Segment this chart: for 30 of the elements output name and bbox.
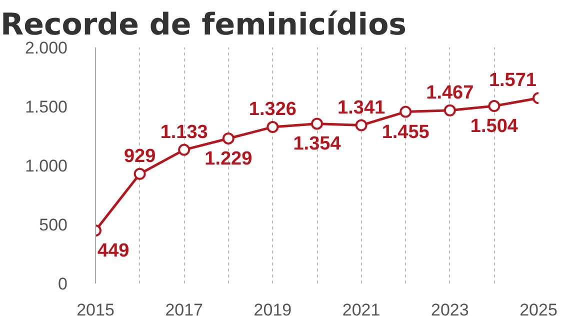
data-label: 1.571 xyxy=(488,70,537,92)
point xyxy=(311,118,323,130)
data-label: 929 xyxy=(124,146,156,167)
x-tick-label: 2019 xyxy=(254,300,292,318)
x-tick-label: 2023 xyxy=(430,300,469,318)
point xyxy=(444,104,456,116)
x-tick-label: 2015 xyxy=(76,300,114,318)
data-label: 1.133 xyxy=(160,122,208,143)
point xyxy=(488,100,500,112)
data-label: 1.326 xyxy=(248,99,296,120)
data-label: 449 xyxy=(98,240,130,262)
x-tick-label: 2017 xyxy=(165,300,204,318)
x-tick-label: 2021 xyxy=(342,300,380,318)
point xyxy=(178,144,190,156)
data-label: 1.504 xyxy=(470,116,518,138)
y-tick-label: 1.500 xyxy=(24,98,68,116)
data-label: 1.229 xyxy=(204,148,252,170)
data-label: 1.354 xyxy=(293,134,342,155)
x-tick-label: 2025 xyxy=(520,300,558,318)
point xyxy=(355,119,368,132)
y-tick-label: 500 xyxy=(39,216,68,234)
y-tick-label: 1.000 xyxy=(24,156,68,176)
point xyxy=(266,121,279,134)
point xyxy=(222,132,234,144)
point xyxy=(134,168,146,180)
point xyxy=(400,106,412,118)
data-label: 1.341 xyxy=(338,97,386,118)
data-label: 1.455 xyxy=(382,122,430,143)
y-tick-label: 0 xyxy=(58,274,68,294)
data-label: 1.467 xyxy=(426,82,474,104)
